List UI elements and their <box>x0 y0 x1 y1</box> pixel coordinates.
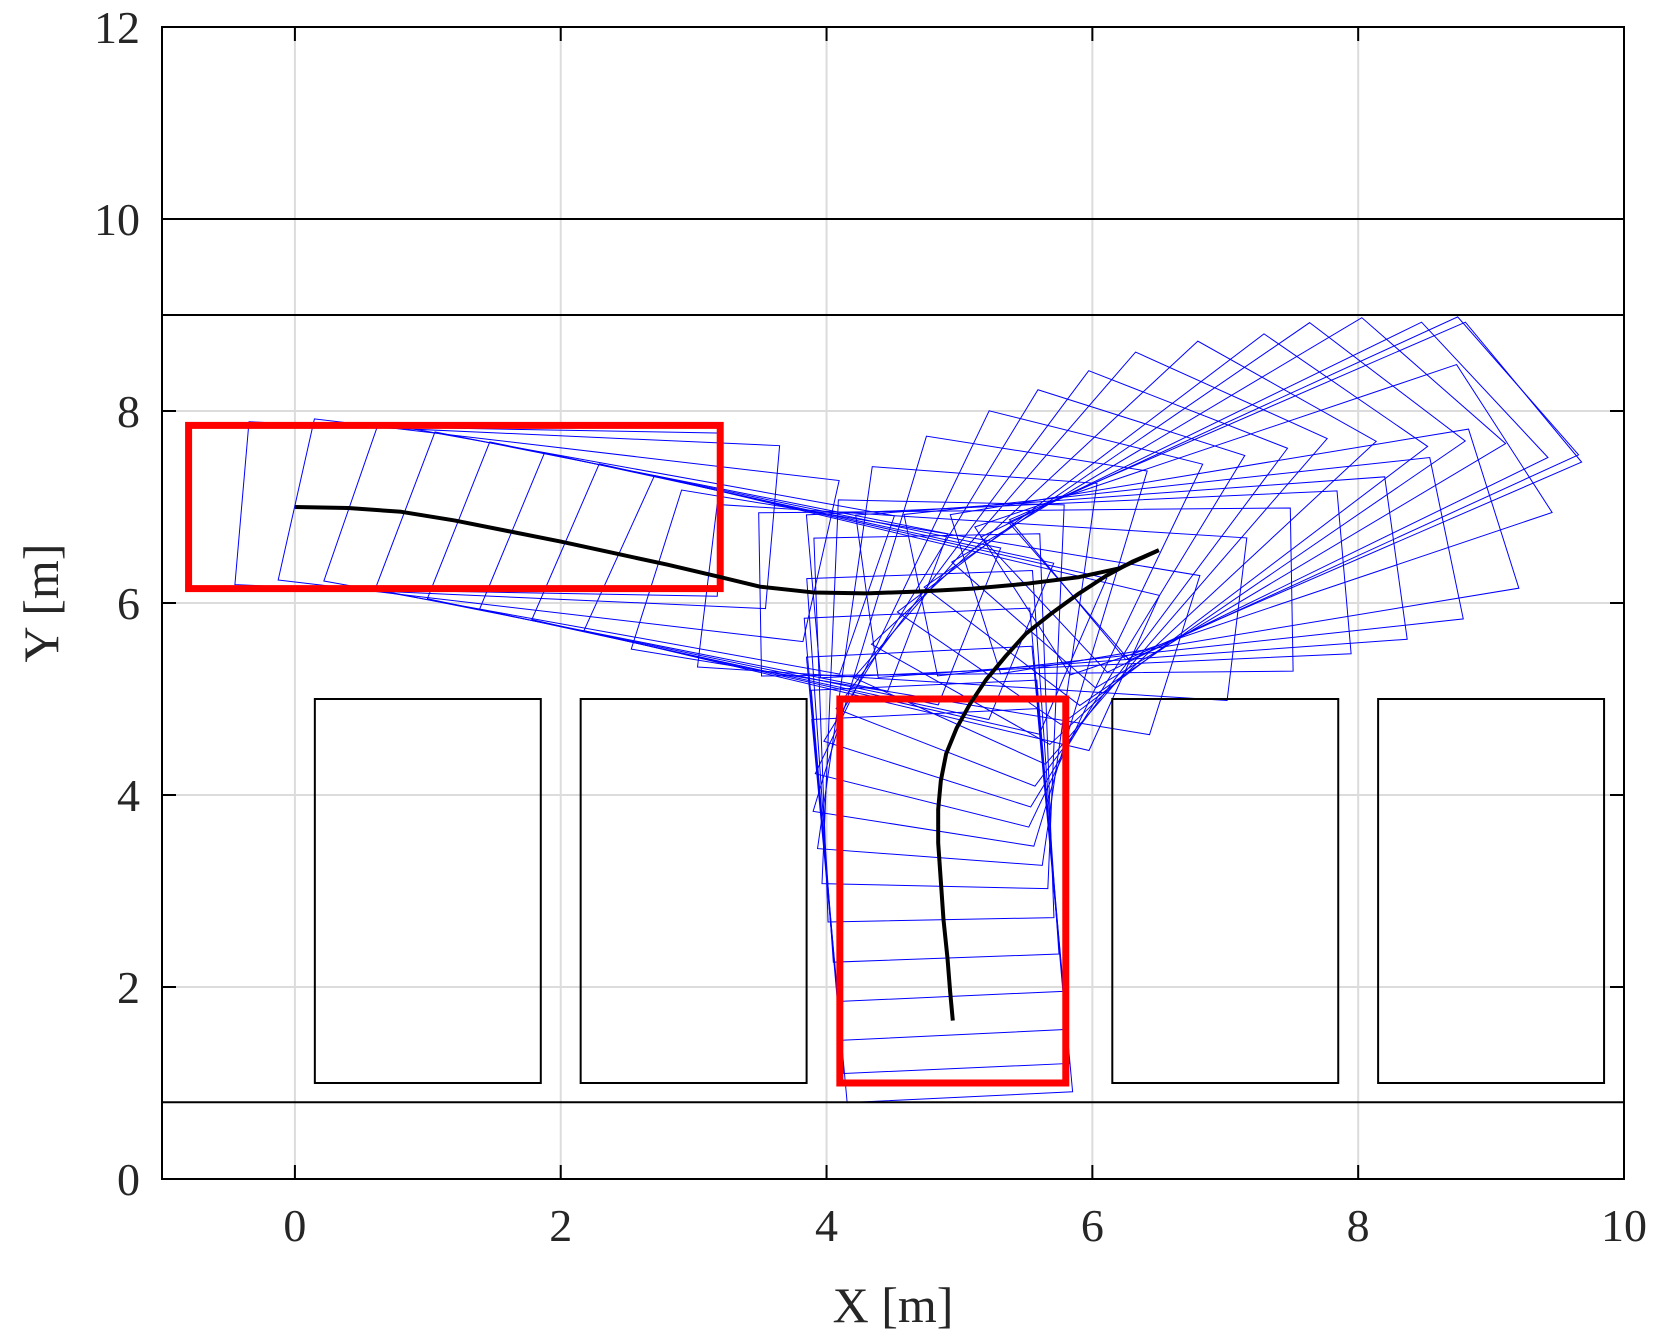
vehicle-footprint <box>950 317 1507 689</box>
vehicle-footprint <box>814 410 1204 828</box>
trajectory <box>294 505 1160 596</box>
vehicle-footprint <box>923 322 1467 707</box>
parking-slot <box>1377 698 1606 1084</box>
vehicle-footprint <box>870 340 1378 746</box>
x-axis-label: X [m] <box>833 1277 954 1333</box>
vehicle-footprint <box>234 421 781 610</box>
trajectory <box>936 548 1160 1021</box>
y-tick-label: 0 <box>117 1154 140 1205</box>
vehicle-footprint <box>696 503 1248 702</box>
vehicle-footprint <box>810 679 1070 1074</box>
vehicle-footprint <box>630 489 1201 736</box>
vehicle-footprint <box>816 466 1098 866</box>
pose-box <box>185 421 724 593</box>
x-tick-label: 8 <box>1347 1200 1370 1251</box>
x-tick-label: 4 <box>815 1200 838 1251</box>
vehicle-footprint <box>812 435 1148 847</box>
y-tick-label: 6 <box>117 578 140 629</box>
vehicle-footprint <box>855 476 1408 678</box>
vehicle-footprint <box>1007 316 1580 661</box>
vehicle-footprint <box>835 370 1289 787</box>
vehicle-footprint <box>896 333 1429 726</box>
vehicle-footprint <box>277 418 840 643</box>
parking-slot <box>1111 698 1340 1084</box>
y-tick-label: 10 <box>94 194 140 245</box>
vehicle-footprint <box>853 351 1329 765</box>
vehicle-footprint <box>813 533 1055 923</box>
plot-area <box>162 218 1624 1104</box>
vehicle-footprint <box>903 456 1464 677</box>
x-tick-label: 6 <box>1081 1200 1104 1251</box>
vehicle-footprint <box>803 607 1064 1003</box>
ticks: 0 2 4 6 8 10 0 2 4 6 8 10 12 <box>94 2 1647 1251</box>
y-tick-label: 4 <box>117 770 140 821</box>
y-tick-label: 8 <box>117 386 140 437</box>
vehicle-footprint <box>811 708 1074 1104</box>
vehicle-footprint <box>949 428 1520 675</box>
vehicle-footprint <box>426 441 1002 706</box>
parking-slot <box>313 698 542 1084</box>
x-tick-label: 0 <box>283 1200 306 1251</box>
vehicle-footprint <box>805 490 1352 679</box>
pose-box <box>836 695 1070 1087</box>
y-tick-label: 12 <box>94 2 140 53</box>
vehicle-footprint <box>1008 321 1583 661</box>
vehicle-footprint <box>758 507 1294 677</box>
y-axis-label: Y [m] <box>13 544 69 663</box>
x-tick-label: 10 <box>1601 1200 1647 1251</box>
parking-slot <box>579 698 808 1084</box>
vehicle-footprint <box>823 389 1246 808</box>
vehicle-footprint <box>974 363 1553 676</box>
x-tick-label: 2 <box>549 1200 572 1251</box>
vehicle-footprint <box>821 499 1065 890</box>
y-tick-label: 2 <box>117 962 140 1013</box>
